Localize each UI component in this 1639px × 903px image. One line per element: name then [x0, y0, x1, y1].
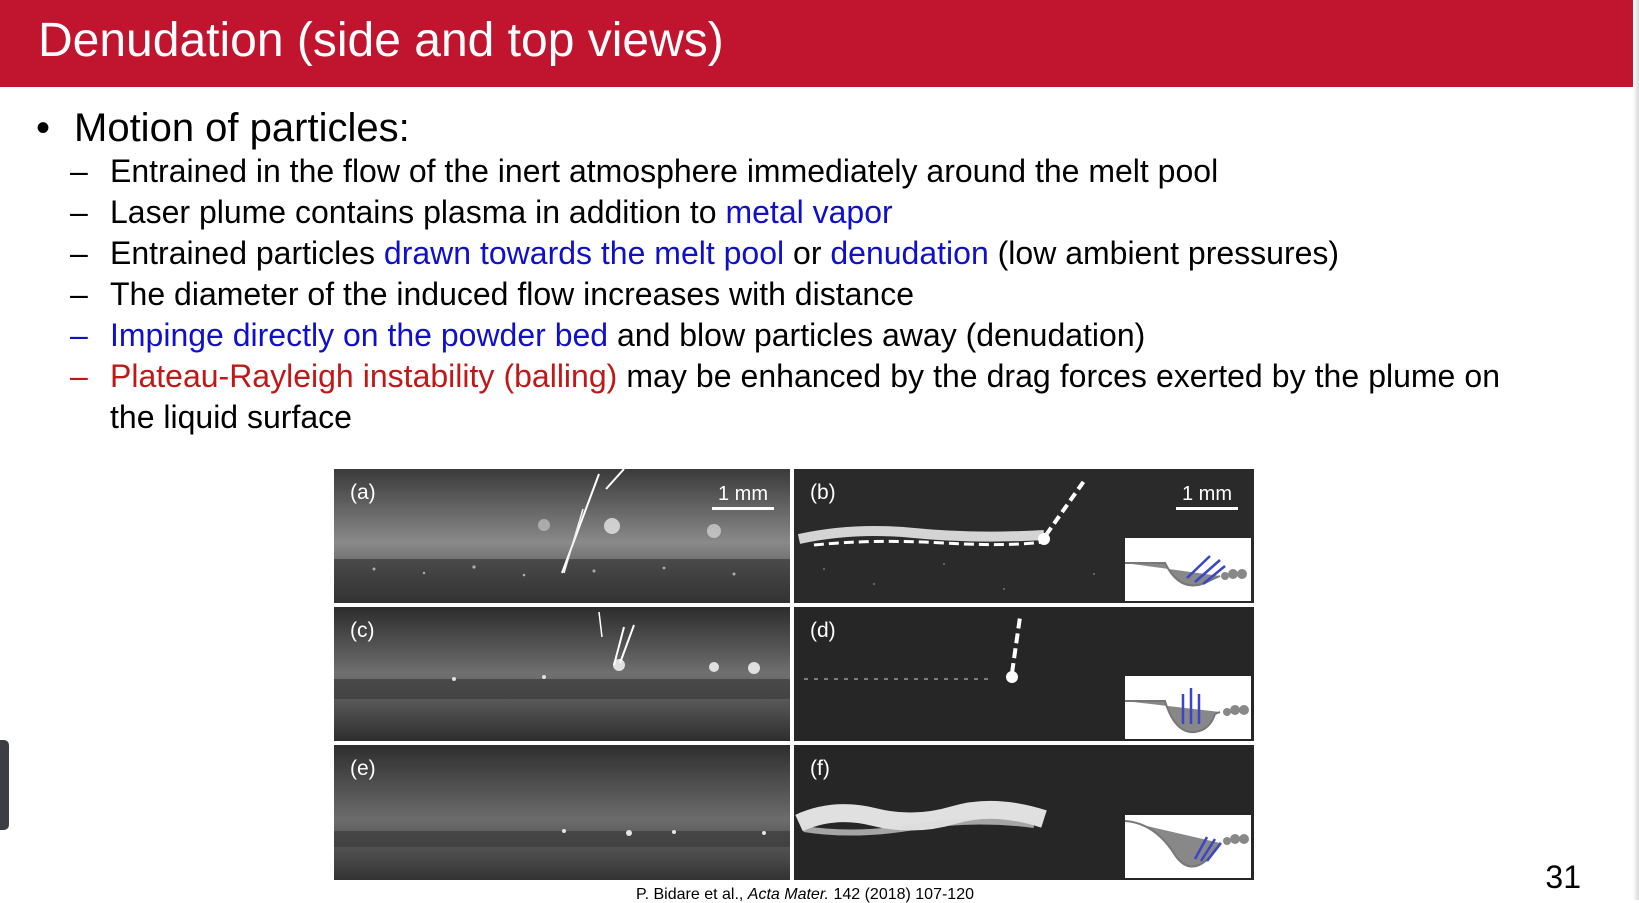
sub-bullet-text: Impinge directly on the powder bed and b… — [110, 315, 1500, 356]
bullet-dash: – — [70, 317, 88, 353]
sub-bullet: – Entrained particles drawn towards the m… — [70, 233, 1500, 274]
scale-label-b: 1 mm — [1182, 483, 1232, 505]
text-run: The diameter of the induced flow increas… — [110, 276, 914, 312]
text-run: Plateau-Rayleigh instability (balling) — [110, 358, 618, 394]
figure-panel-c: (c) — [334, 607, 790, 741]
inset-diagram-b — [1125, 538, 1251, 601]
sub-bullet-text: Entrained in the flow of the inert atmos… — [110, 151, 1500, 192]
sub-bullet: – Impinge directly on the powder bed and … — [70, 315, 1500, 356]
figure-panel-f: (f) — [794, 745, 1254, 880]
side-view-image-e — [334, 745, 790, 880]
main-bullet: • Motion of particles: — [36, 104, 410, 152]
text-run: metal vapor — [725, 194, 893, 230]
panel-label-f: (f) — [810, 757, 830, 780]
figure-grid: (a) 1 mm (b) 1 mm — [334, 469, 1254, 880]
inset-diagram-f — [1125, 815, 1251, 878]
bullet-dash: – — [70, 235, 88, 271]
panel-label-d: (d) — [810, 619, 836, 642]
figure-panel-e: (e) — [334, 745, 790, 880]
text-run: Entrained in the flow of the inert atmos… — [110, 153, 1219, 189]
sub-bullet-text: The diameter of the induced flow increas… — [110, 274, 1500, 315]
sub-bullet: – Plateau-Rayleigh instability (balling) … — [70, 356, 1500, 438]
sub-bullet-list: – Entrained in the flow of the inert atmo… — [70, 151, 1500, 438]
figure-panel-a: (a) 1 mm — [334, 469, 790, 603]
side-view-image-c — [334, 607, 790, 741]
panel-label-c: (c) — [350, 619, 375, 642]
window-edge-shadow — [1633, 0, 1639, 900]
sub-bullet: – Laser plume contains plasma in addition… — [70, 192, 1500, 233]
bullet-dash: – — [70, 276, 88, 312]
text-run: or — [784, 235, 831, 271]
bullet-dash: – — [70, 358, 88, 394]
sub-bullet-text: Laser plume contains plasma in addition … — [110, 192, 1500, 233]
bullet-dot: • — [36, 106, 51, 150]
title-bar: Denudation (side and top views) — [0, 0, 1639, 87]
panel-label-a: (a) — [350, 481, 376, 504]
page-number: 31 — [1545, 859, 1581, 895]
text-run: drawn towards the melt pool — [383, 235, 785, 271]
bullet-dash: – — [70, 153, 88, 189]
panel-label-b: (b) — [810, 481, 836, 504]
sub-bullet-text: Entrained particles drawn towards the me… — [110, 233, 1500, 274]
citation: P. Bidare et al., Acta Mater. 142 (2018)… — [636, 886, 974, 903]
text-run: denudation — [830, 235, 989, 271]
main-bullet-text: Motion of particles: — [74, 106, 410, 150]
text-run: Entrained particles — [110, 235, 384, 271]
scale-bar-b: 1 mm — [1176, 483, 1238, 510]
text-run: Laser plume contains plasma in addition … — [110, 194, 726, 230]
sub-bullet: – Entrained in the flow of the inert atmo… — [70, 151, 1500, 192]
scale-label-a: 1 mm — [718, 483, 768, 505]
text-run: may be enhanced by the drag forces exert… — [110, 358, 1501, 435]
sub-bullet-text: Plateau-Rayleigh instability (balling) m… — [110, 356, 1500, 438]
inset-diagram-d — [1125, 676, 1251, 739]
scale-bar-a: 1 mm — [712, 483, 774, 510]
side-view-image-a — [334, 469, 790, 603]
slide-title: Denudation (side and top views) — [38, 14, 724, 67]
text-run: (low ambient pressures) — [988, 235, 1340, 271]
side-panel-handle[interactable] — [0, 740, 9, 830]
bullet-dash: – — [70, 194, 88, 230]
panel-label-e: (e) — [350, 757, 376, 780]
text-run: Impinge directly on the powder bed — [110, 317, 609, 353]
sub-bullet: – The diameter of the induced flow increa… — [70, 274, 1500, 315]
figure-panel-d: (d) — [794, 607, 1254, 741]
text-run: and blow particles away (denudation) — [608, 317, 1146, 353]
figure-panel-b: (b) 1 mm — [794, 469, 1254, 603]
